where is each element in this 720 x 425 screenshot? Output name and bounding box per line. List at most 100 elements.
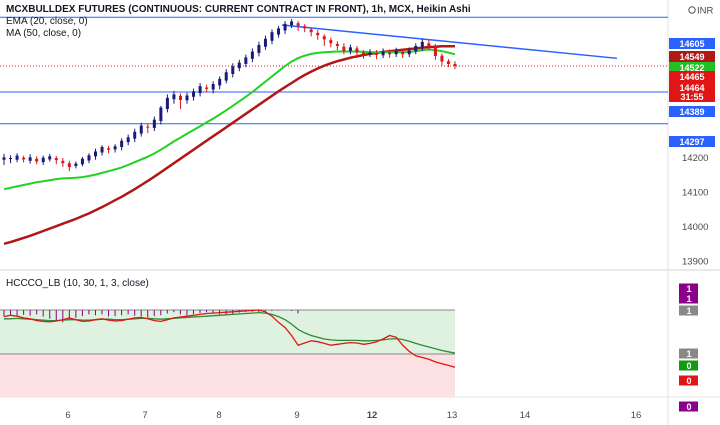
price-badge-bg (669, 106, 715, 117)
candle (329, 37, 333, 48)
candle (394, 47, 398, 58)
candle-body (244, 57, 248, 64)
candle (100, 145, 104, 156)
currency-label: INR (697, 6, 714, 17)
candle (224, 69, 228, 84)
candle (28, 154, 32, 164)
currency-label-group[interactable]: INR (686, 3, 716, 17)
indicator-badge-label: 1 (686, 306, 691, 316)
price-badge-bg (669, 62, 715, 73)
indicator-lines (3, 309, 456, 368)
candle-body (67, 163, 71, 168)
candle-body (453, 63, 457, 67)
candle-body (61, 160, 65, 164)
candle-body (198, 86, 202, 94)
candle (107, 145, 111, 154)
candle (270, 29, 274, 45)
candle (172, 90, 176, 104)
candle-body (368, 52, 372, 55)
price-badge: 14549 (669, 51, 715, 62)
chart-title: MCXBULLDEX FUTURES (CONTINUOUS: CURRENT … (6, 4, 471, 15)
candle (388, 49, 392, 58)
price-badge: 14464 (669, 82, 715, 93)
trendline[interactable] (281, 24, 618, 60)
price-badge: 14389 (669, 106, 715, 117)
candle-body (303, 26, 307, 29)
candle (74, 161, 78, 169)
date-axis: 6 7 8 9 12 13 14 16 (65, 410, 641, 421)
candle (407, 47, 411, 58)
price-badge-label: 14522 (679, 63, 704, 73)
indicator-badge: 1 (679, 293, 698, 304)
indicator-badge-label: 1 (686, 284, 691, 294)
candle (178, 93, 182, 109)
candle (120, 138, 124, 151)
price-badge-bg (669, 71, 715, 82)
indicator-badge-bg (679, 360, 698, 371)
indicator-badge: 0 (679, 360, 698, 371)
price-badge: 14522 (669, 62, 715, 73)
candle (368, 49, 372, 58)
candle-body (309, 29, 313, 33)
candle-body (54, 158, 58, 161)
candle (303, 24, 307, 33)
candle-body (388, 52, 392, 55)
candle-body (263, 38, 267, 47)
candle (257, 41, 261, 57)
candle-body (120, 140, 124, 147)
indicator-badge-label: 0 (686, 361, 691, 371)
candle (446, 59, 450, 68)
candle-body (250, 51, 254, 59)
candle (9, 155, 13, 164)
candle-body (165, 97, 169, 109)
candle (290, 19, 294, 29)
candle-body (205, 87, 209, 89)
candle-body (296, 23, 300, 26)
candle (152, 116, 156, 132)
candle-body (185, 95, 189, 101)
indicator-legend: HCCCO_LB (10, 30, 1, 3, close) (6, 278, 149, 289)
indicator-badge: 1 (679, 348, 698, 359)
candle (263, 35, 267, 50)
candle (277, 25, 281, 38)
price-badge-bg (669, 136, 715, 147)
price-badge: 31:55 (669, 91, 715, 102)
candle-body (440, 55, 444, 62)
candle (41, 155, 45, 165)
indicator-badge: 0 (679, 375, 698, 386)
candle (205, 84, 209, 93)
candle (348, 44, 352, 55)
candle-body (22, 157, 26, 160)
candle-body (420, 41, 424, 48)
indicator-badge-bg (679, 305, 698, 316)
horizontal-levels (0, 16, 668, 125)
candle (361, 50, 365, 59)
candle (61, 158, 65, 168)
candle (133, 128, 137, 143)
candle-body (80, 158, 84, 165)
candle (244, 54, 248, 68)
indicator-badge: 1 (679, 283, 698, 294)
date-tick-label: 16 (631, 410, 642, 421)
indicator-bear-zone (0, 354, 455, 397)
candle-body (270, 32, 274, 41)
indicator-badge-bg (679, 348, 698, 359)
candle-body (152, 119, 156, 128)
candle (309, 27, 313, 37)
date-tick-label: 8 (216, 410, 221, 421)
candle-body (15, 155, 19, 160)
trendline-group (281, 24, 618, 60)
price-tick-label: 14100 (682, 187, 708, 198)
candle-body (401, 51, 405, 55)
indicator-badge-bg (679, 375, 698, 386)
price-badge-bg (669, 91, 715, 102)
indicator-badge-label: 0 (686, 376, 691, 386)
candle-body (218, 78, 222, 86)
candle (342, 43, 346, 55)
date-tick-label: 6 (65, 410, 70, 421)
candle (250, 48, 254, 63)
candle (433, 43, 437, 60)
price-tick-label: 13900 (682, 257, 708, 268)
price-badge: 14605 (669, 38, 715, 49)
